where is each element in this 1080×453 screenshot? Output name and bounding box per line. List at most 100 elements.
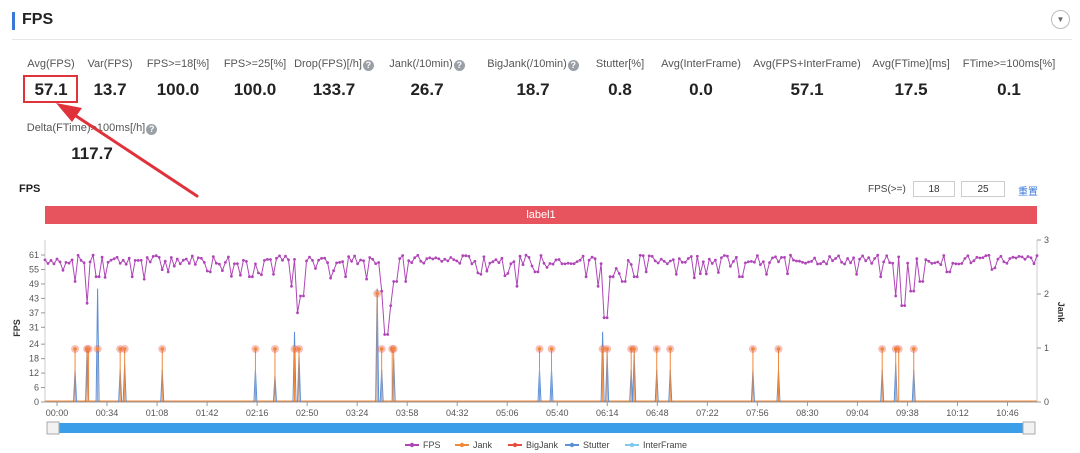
fps-point [106,260,110,264]
fps-point [413,256,417,260]
fps-point [957,262,961,266]
metric-3: FPS>=25[%] 100.0 [185,57,325,100]
metric-label-text: Drop(FPS)[/h] [294,58,362,70]
fps-point [659,257,663,261]
fps-point [130,275,134,279]
fps-point [686,257,690,260]
fps-point [683,260,687,264]
y-tick-label: 18 [29,354,39,364]
metric-6: BigJank(/10min)? 18.7 [463,57,603,100]
metric-value: 117.7 [71,144,113,163]
fps-point [308,255,311,259]
fps-point [464,254,468,258]
fps-point [864,259,868,263]
fps-point [837,254,840,258]
fps-point [506,272,510,275]
x-tick-label: 07:22 [696,408,719,418]
fps-point [933,261,937,265]
metric-1: Var(FPS) 13.7 [40,57,180,100]
fps-point [302,294,305,298]
fps-threshold-high-input[interactable] [961,181,1005,197]
fps-point [972,259,976,263]
metric-value: 0.0 [689,80,713,99]
fps-point [278,254,281,258]
fps-point [747,260,750,264]
fps-point [97,275,101,279]
fps-point [425,257,429,261]
jank-point [896,347,901,351]
jank-point [911,347,916,351]
fps-point [121,258,125,262]
help-icon[interactable]: ? [567,60,579,71]
fps-point [509,262,513,266]
fps-point [813,256,816,260]
fps-point [287,258,290,262]
fps-point [305,259,308,263]
fps-point [677,257,681,260]
fps-point [732,260,735,263]
fps-point [563,262,567,266]
collapse-toggle-icon[interactable]: ▼ [1051,10,1070,29]
jank-point [893,347,898,351]
jank-point [549,347,554,351]
fps-point [52,262,56,266]
y-tick-label: 31 [29,322,39,332]
fps-point [689,255,693,258]
fps-point [269,258,272,261]
fps-point [281,258,284,262]
metric-7: Stutter[%] 0.8 [550,57,690,100]
fps-point [491,260,495,264]
zoom-slider-right-handle[interactable] [1022,421,1036,435]
fps-point [248,275,251,279]
fps-point [717,271,720,274]
fps-point [533,270,537,274]
fps-point [190,254,194,258]
fps-point [362,259,365,263]
metric-value: 0.1 [997,80,1021,99]
fps-point [599,262,603,265]
y-tick-label: 0 [34,397,39,407]
zoom-slider-track[interactable] [47,423,1035,433]
fps-point [1005,261,1009,265]
fps-point [723,254,726,257]
help-icon[interactable]: ? [362,60,374,71]
annotation-arrow [56,103,199,198]
fps-point [825,262,828,266]
avg-fps-highlight-box [23,75,78,103]
fps-point [608,275,612,279]
fps-point [635,275,639,279]
fps-point [434,256,438,260]
metric-label-text: Avg(FPS+InterFrame) [753,58,861,70]
fps-point [91,253,95,257]
help-icon[interactable]: ? [146,124,158,135]
fps-point [187,262,191,265]
fps-point [951,261,955,265]
fps-point [323,256,326,260]
fps-point [416,253,420,257]
metric-8: Avg(InterFrame) 0.0 [631,57,771,100]
section-title: FPS [22,11,54,28]
x-tick-label: 09:38 [896,408,919,418]
jank-point [118,347,122,351]
reset-button[interactable]: 重置 [1018,187,1038,198]
fps-point [476,271,480,275]
fps-point [741,275,744,279]
jank-point [880,347,884,351]
help-icon[interactable]: ? [453,60,465,71]
fps-point [1011,255,1015,259]
metric-label: Var(FPS) [40,57,180,71]
fps-point [254,262,257,266]
fps-point [208,270,212,274]
fps-point [329,276,332,280]
fps-point [605,316,609,320]
fps-threshold-low-input[interactable] [913,181,955,197]
fps-point [124,262,128,266]
fps-point [82,261,86,265]
fps-point [251,275,254,279]
fps-point [707,257,711,261]
zoom-slider-left-handle[interactable] [46,421,60,435]
fps-point [762,260,765,263]
fps-point [266,258,269,261]
fps-point [272,272,275,276]
